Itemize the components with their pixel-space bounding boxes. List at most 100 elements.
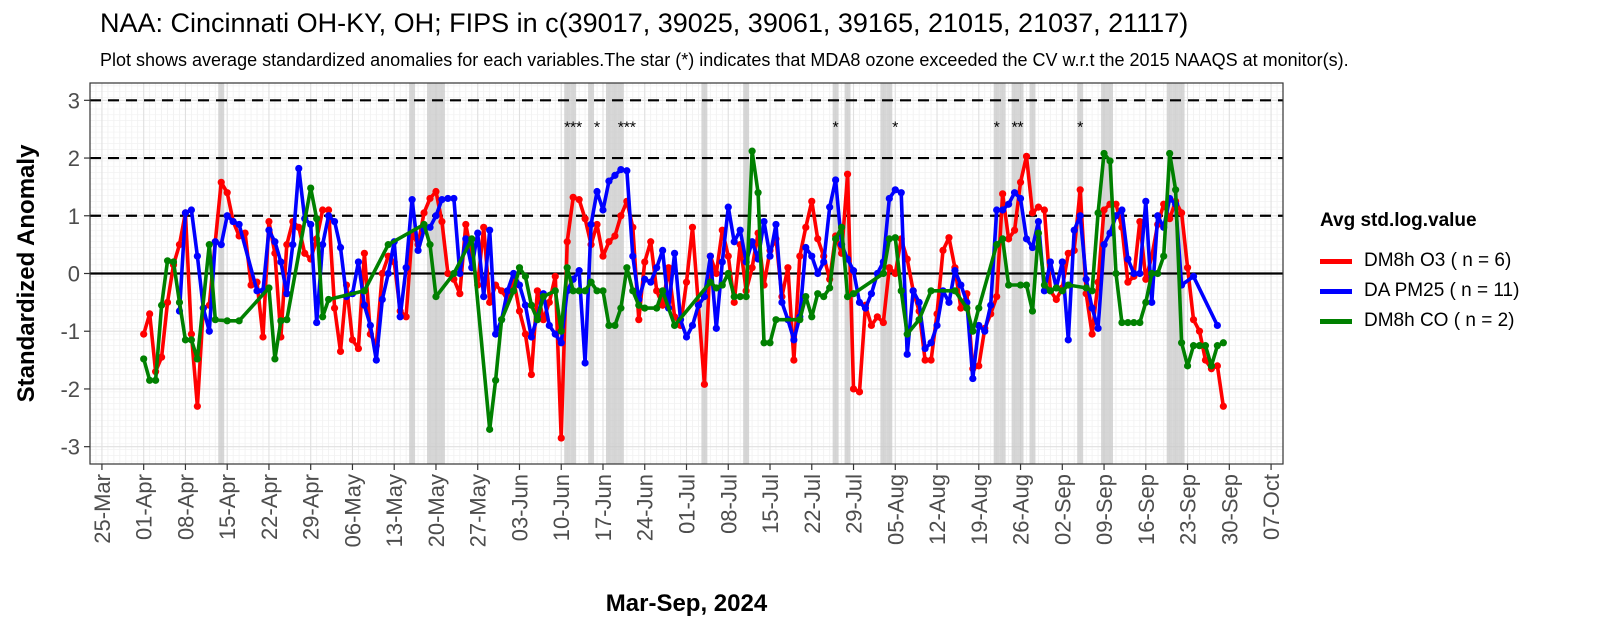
data-point-0 [1100,206,1108,214]
data-point-2 [1052,284,1060,292]
data-point-1 [945,298,953,306]
data-point-2 [319,313,327,321]
y-tick-label: -3 [60,435,80,460]
data-point-1 [229,217,237,226]
exceedance-star: * [994,119,1000,136]
data-point-2 [271,355,279,363]
data-point-0 [223,189,231,197]
data-point-2 [718,281,726,289]
data-point-0 [682,278,691,286]
data-point-2 [1124,318,1132,327]
data-point-2 [1219,339,1227,347]
data-point-2 [1160,252,1168,260]
data-point-0 [146,310,154,318]
data-point-1 [641,275,649,283]
data-point-0 [581,215,589,223]
data-point-0 [712,269,720,278]
data-point-0 [1142,275,1150,283]
data-point-1 [1142,197,1150,205]
data-point-1 [444,194,452,203]
data-point-1 [981,327,989,335]
data-point-0 [545,298,553,306]
data-point-1 [1100,241,1108,249]
data-point-0 [283,241,291,249]
data-point-1 [885,194,893,203]
data-point-2 [515,264,524,272]
legend-label-co: DM8h CO ( n = 2) [1364,310,1515,331]
x-tick-label: 25-Mar [90,474,115,544]
x-tick-label: 15-Jul [758,474,783,534]
data-point-0 [163,298,172,306]
data-point-2 [146,376,154,384]
exceedance-star: * [892,119,898,136]
x-tick-label: 06-May [340,474,365,547]
data-point-1 [611,171,619,179]
x-tick-label: 19-Aug [967,474,992,545]
data-point-2 [605,321,613,330]
data-point-2 [742,292,750,301]
data-point-1 [211,238,219,246]
data-point-2 [521,272,530,280]
data-point-1 [492,330,500,338]
data-point-1 [587,220,595,229]
data-point-2 [152,376,160,384]
data-point-2 [384,241,392,249]
data-point-0 [217,178,225,186]
data-point-1 [426,223,434,231]
data-point-2 [492,376,500,384]
x-tick-label: 10-Jun [549,474,574,541]
data-point-1 [456,269,464,278]
data-point-1 [688,321,697,330]
data-point-2 [557,327,565,335]
data-point-0 [957,304,965,312]
data-point-1 [891,186,899,194]
data-point-0 [330,304,339,312]
data-point-1 [712,324,720,332]
data-point-1 [366,321,374,330]
data-point-0 [1195,327,1204,335]
data-point-1 [217,241,225,249]
exceedance-star: * [833,119,839,136]
data-point-0 [993,292,1001,301]
data-point-2 [772,316,780,324]
exceedance-star: * [630,119,636,136]
data-point-2 [169,258,178,266]
data-point-0 [927,356,935,364]
data-point-1 [521,301,530,309]
data-point-1 [802,243,810,252]
data-point-1 [915,298,923,306]
data-point-2 [1064,281,1072,289]
data-point-2 [706,278,714,286]
x-tick-label: 15-Apr [215,474,240,540]
x-tick-label: 13-May [382,474,407,547]
data-point-0 [599,252,607,260]
data-point-2 [623,264,631,272]
data-point-1 [1094,324,1102,332]
data-point-0 [1088,330,1096,338]
data-point-2 [432,292,440,301]
data-point-1 [1189,272,1198,280]
data-point-1 [205,327,213,335]
data-point-1 [730,238,738,246]
y-tick-label: -2 [60,377,80,402]
data-point-2 [599,287,607,295]
data-point-1 [408,196,416,204]
data-point-1 [223,212,231,220]
data-point-1 [1213,321,1221,330]
data-point-2 [450,269,458,278]
data-point-2 [736,292,744,301]
data-point-1 [325,212,333,220]
exceedance-star: * [594,119,600,136]
data-point-0 [533,287,541,295]
data-point-2 [181,336,190,344]
y-tick-label: 0 [68,262,80,287]
data-point-0 [402,313,410,321]
data-point-2 [653,304,661,312]
x-tick-label: 22-Apr [257,474,282,540]
data-point-1 [181,209,190,217]
data-point-1 [670,249,679,257]
data-point-0 [247,281,255,289]
legend-swatch-co [1320,318,1352,324]
data-point-1 [999,206,1007,214]
data-point-1 [1064,336,1072,344]
